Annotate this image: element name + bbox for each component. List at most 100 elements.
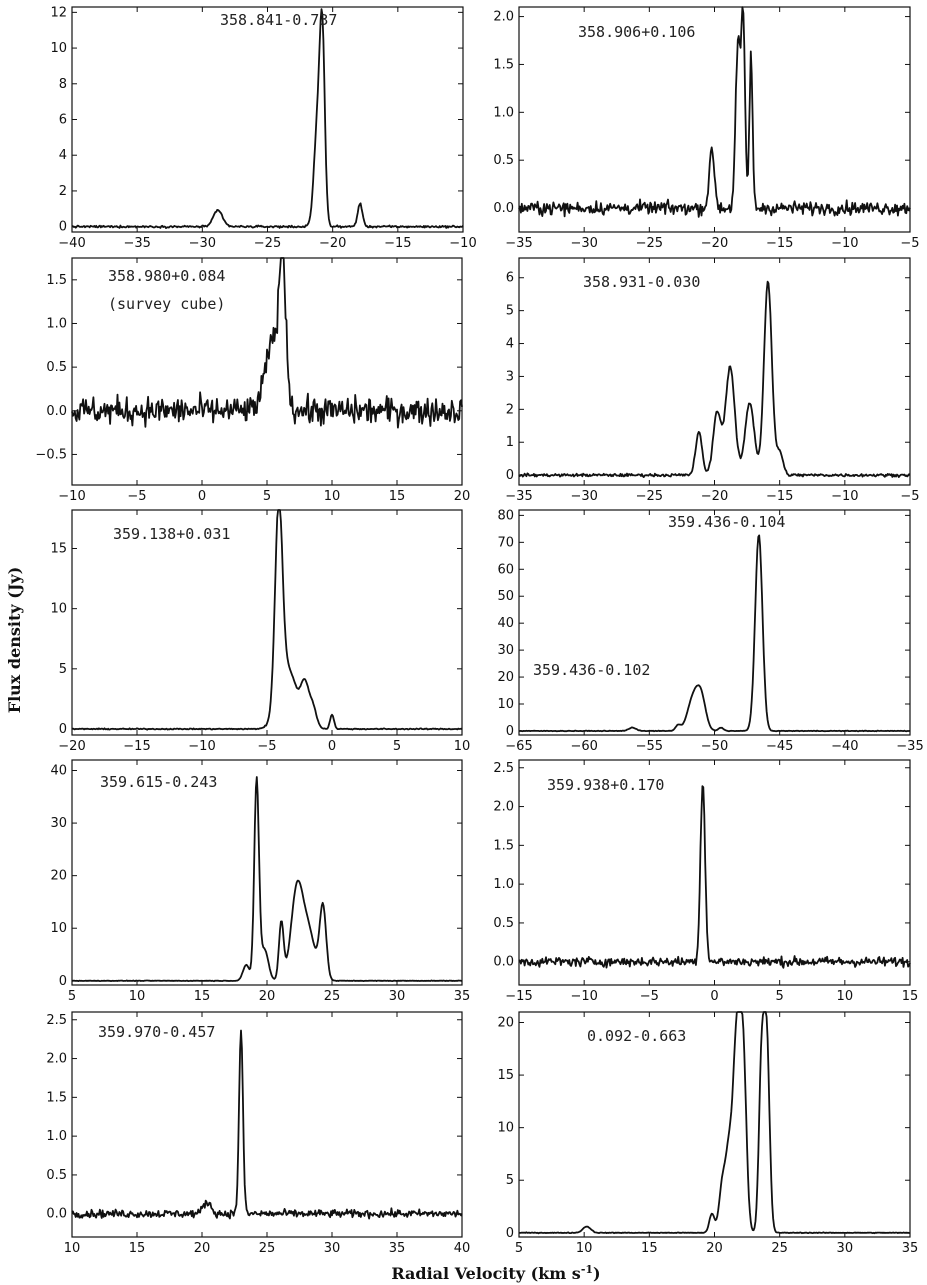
x-tick-label: 30 bbox=[324, 1241, 341, 1256]
y-tick-label: 0.5 bbox=[493, 153, 514, 168]
x-tick-label: 10 bbox=[837, 989, 854, 1004]
x-tick-label: 20 bbox=[706, 1241, 723, 1256]
plot-frame bbox=[518, 257, 911, 486]
y-tick-label: 1 bbox=[506, 435, 514, 450]
plot-frame bbox=[71, 759, 463, 986]
y-tick-label: 2.0 bbox=[46, 1052, 67, 1067]
panel-7: 5 10 15 20 25 30 35 0 10 20 30 40 359.615-0.243 bbox=[50, 759, 471, 1004]
y-tick-label: 1.0 bbox=[46, 1129, 67, 1144]
x-tick-label: −20 bbox=[319, 236, 346, 251]
source-label: 358.841-0.737 bbox=[220, 11, 337, 29]
source-label: 359.138+0.031 bbox=[113, 525, 230, 543]
y-tick-label: 5 bbox=[506, 304, 514, 319]
y-tick-label: 8 bbox=[59, 77, 67, 92]
x-tick-label: −10 bbox=[58, 489, 85, 504]
x-axis-label-close: ) bbox=[593, 1264, 601, 1283]
y-tick-label: 10 bbox=[50, 921, 67, 936]
x-tick-label: 15 bbox=[902, 989, 919, 1004]
x-tick-label: −15 bbox=[384, 236, 411, 251]
panel-6: −65 −60 −55 −50 −45 −40 −35 0 10 20 30 40 50 60 70 80 35… bbox=[497, 508, 923, 754]
y-tick-label: 40 bbox=[50, 764, 67, 779]
y-tick-label: 0.5 bbox=[46, 360, 67, 375]
x-tick-label: −10 bbox=[831, 236, 858, 251]
x-tick-label: −5 bbox=[127, 489, 146, 504]
panel-1: −40 −35 −30 −25 −20 −15 −10 0 2 4 6 8 10 12 358.841-0.… bbox=[50, 5, 476, 251]
y-tick-label: 80 bbox=[497, 508, 514, 523]
y-tick-label: 0 bbox=[59, 220, 67, 235]
x-tick-label: −35 bbox=[505, 489, 532, 504]
x-tick-label: −50 bbox=[701, 739, 728, 754]
x-tick-label: −25 bbox=[636, 236, 663, 251]
y-tick-label: 6 bbox=[59, 113, 67, 128]
x-tick-label: 40 bbox=[454, 1241, 471, 1256]
x-tick-label: −15 bbox=[505, 989, 532, 1004]
y-tick-label: 1.5 bbox=[46, 273, 67, 288]
x-axis-label-main: Radial Velocity (km s bbox=[391, 1264, 580, 1283]
plot-frame bbox=[71, 1011, 463, 1238]
x-tick-label: 5 bbox=[393, 739, 401, 754]
y-tick-label: 2 bbox=[59, 184, 67, 199]
y-tick-label: 2.5 bbox=[46, 1013, 67, 1028]
spectrum-line bbox=[71, 8, 464, 229]
y-tick-label: 10 bbox=[497, 1121, 514, 1136]
y-tick-label: 2.0 bbox=[493, 10, 514, 25]
y-tick-label: 0.5 bbox=[46, 1168, 67, 1183]
y-tick-label: 30 bbox=[50, 816, 67, 831]
source-label: 359.970-0.457 bbox=[98, 1023, 215, 1041]
panel-3: −10 −5 0 5 10 15 20 −0.5 0.0 0.5 1.0 1.5 358.980+0.0… bbox=[35, 257, 471, 504]
y-tick-label: 10 bbox=[50, 41, 67, 56]
panel-5: −20 −15 −10 −5 0 5 10 0 5 10 15 359.138+0.031 bbox=[50, 509, 471, 754]
y-tick-label: 70 bbox=[497, 535, 514, 550]
x-tick-label: −10 bbox=[570, 989, 597, 1004]
y-tick-label: 30 bbox=[497, 643, 514, 658]
y-tick-label: 1.5 bbox=[493, 57, 514, 72]
y-tick-label: 4 bbox=[506, 337, 514, 352]
x-tick-label: −40 bbox=[58, 236, 85, 251]
y-tick-label: 2 bbox=[506, 402, 514, 417]
x-tick-label: −15 bbox=[766, 489, 793, 504]
x-tick-label: 10 bbox=[324, 489, 341, 504]
x-tick-label: 20 bbox=[259, 989, 276, 1004]
x-tick-label: 20 bbox=[454, 489, 471, 504]
y-tick-label: 40 bbox=[497, 616, 514, 631]
y-tick-label: 20 bbox=[50, 869, 67, 884]
x-tick-label: −30 bbox=[189, 236, 216, 251]
x-tick-label: −20 bbox=[701, 236, 728, 251]
panel-8: −15 −10 −5 0 5 10 15 0.0 0.5 1.0 1.5 2.0 2.5 359.938+… bbox=[493, 759, 919, 1004]
x-tick-label: −60 bbox=[570, 739, 597, 754]
y-tick-label: 12 bbox=[50, 5, 67, 20]
x-tick-label: 35 bbox=[454, 989, 471, 1004]
source-sublabel: (survey cube) bbox=[108, 295, 225, 313]
y-tick-label: −0.5 bbox=[35, 447, 67, 462]
source-label-secondary: 359.436-0.102 bbox=[533, 661, 650, 679]
x-tick-label: −45 bbox=[766, 739, 793, 754]
x-tick-label: 0 bbox=[198, 489, 206, 504]
y-tick-label: 3 bbox=[506, 369, 514, 384]
y-tick-label: 0.0 bbox=[46, 1207, 67, 1222]
y-tick-label: 0 bbox=[506, 468, 514, 483]
y-tick-label: 50 bbox=[497, 589, 514, 604]
x-tick-label: 25 bbox=[324, 989, 341, 1004]
x-tick-label: 5 bbox=[515, 1241, 523, 1256]
panel-9: 10 15 20 25 30 35 40 0.0 0.5 1.0 1.5 2.0 2.5 359.970-… bbox=[46, 1011, 471, 1256]
spectrum-line bbox=[71, 257, 463, 429]
x-tick-label: −30 bbox=[570, 236, 597, 251]
x-tick-label: 20 bbox=[194, 1241, 211, 1256]
y-tick-label: 15 bbox=[50, 542, 67, 557]
y-tick-label: 20 bbox=[497, 1016, 514, 1031]
x-tick-label: −5 bbox=[640, 989, 659, 1004]
y-tick-label: 2.5 bbox=[493, 761, 514, 776]
x-tick-label: −35 bbox=[123, 236, 150, 251]
plot-frame bbox=[518, 509, 911, 736]
x-tick-label: 10 bbox=[454, 739, 471, 754]
y-tick-label: 15 bbox=[497, 1068, 514, 1083]
y-tick-label: 1.0 bbox=[493, 105, 514, 120]
spectrum-line bbox=[518, 1011, 910, 1235]
y-tick-label: 6 bbox=[506, 271, 514, 286]
x-tick-label: −10 bbox=[449, 236, 476, 251]
y-tick-label: 1.5 bbox=[46, 1090, 67, 1105]
x-axis-label: Radial Velocity (km s-1) bbox=[391, 1263, 600, 1283]
source-label: 0.092-0.663 bbox=[587, 1027, 686, 1045]
